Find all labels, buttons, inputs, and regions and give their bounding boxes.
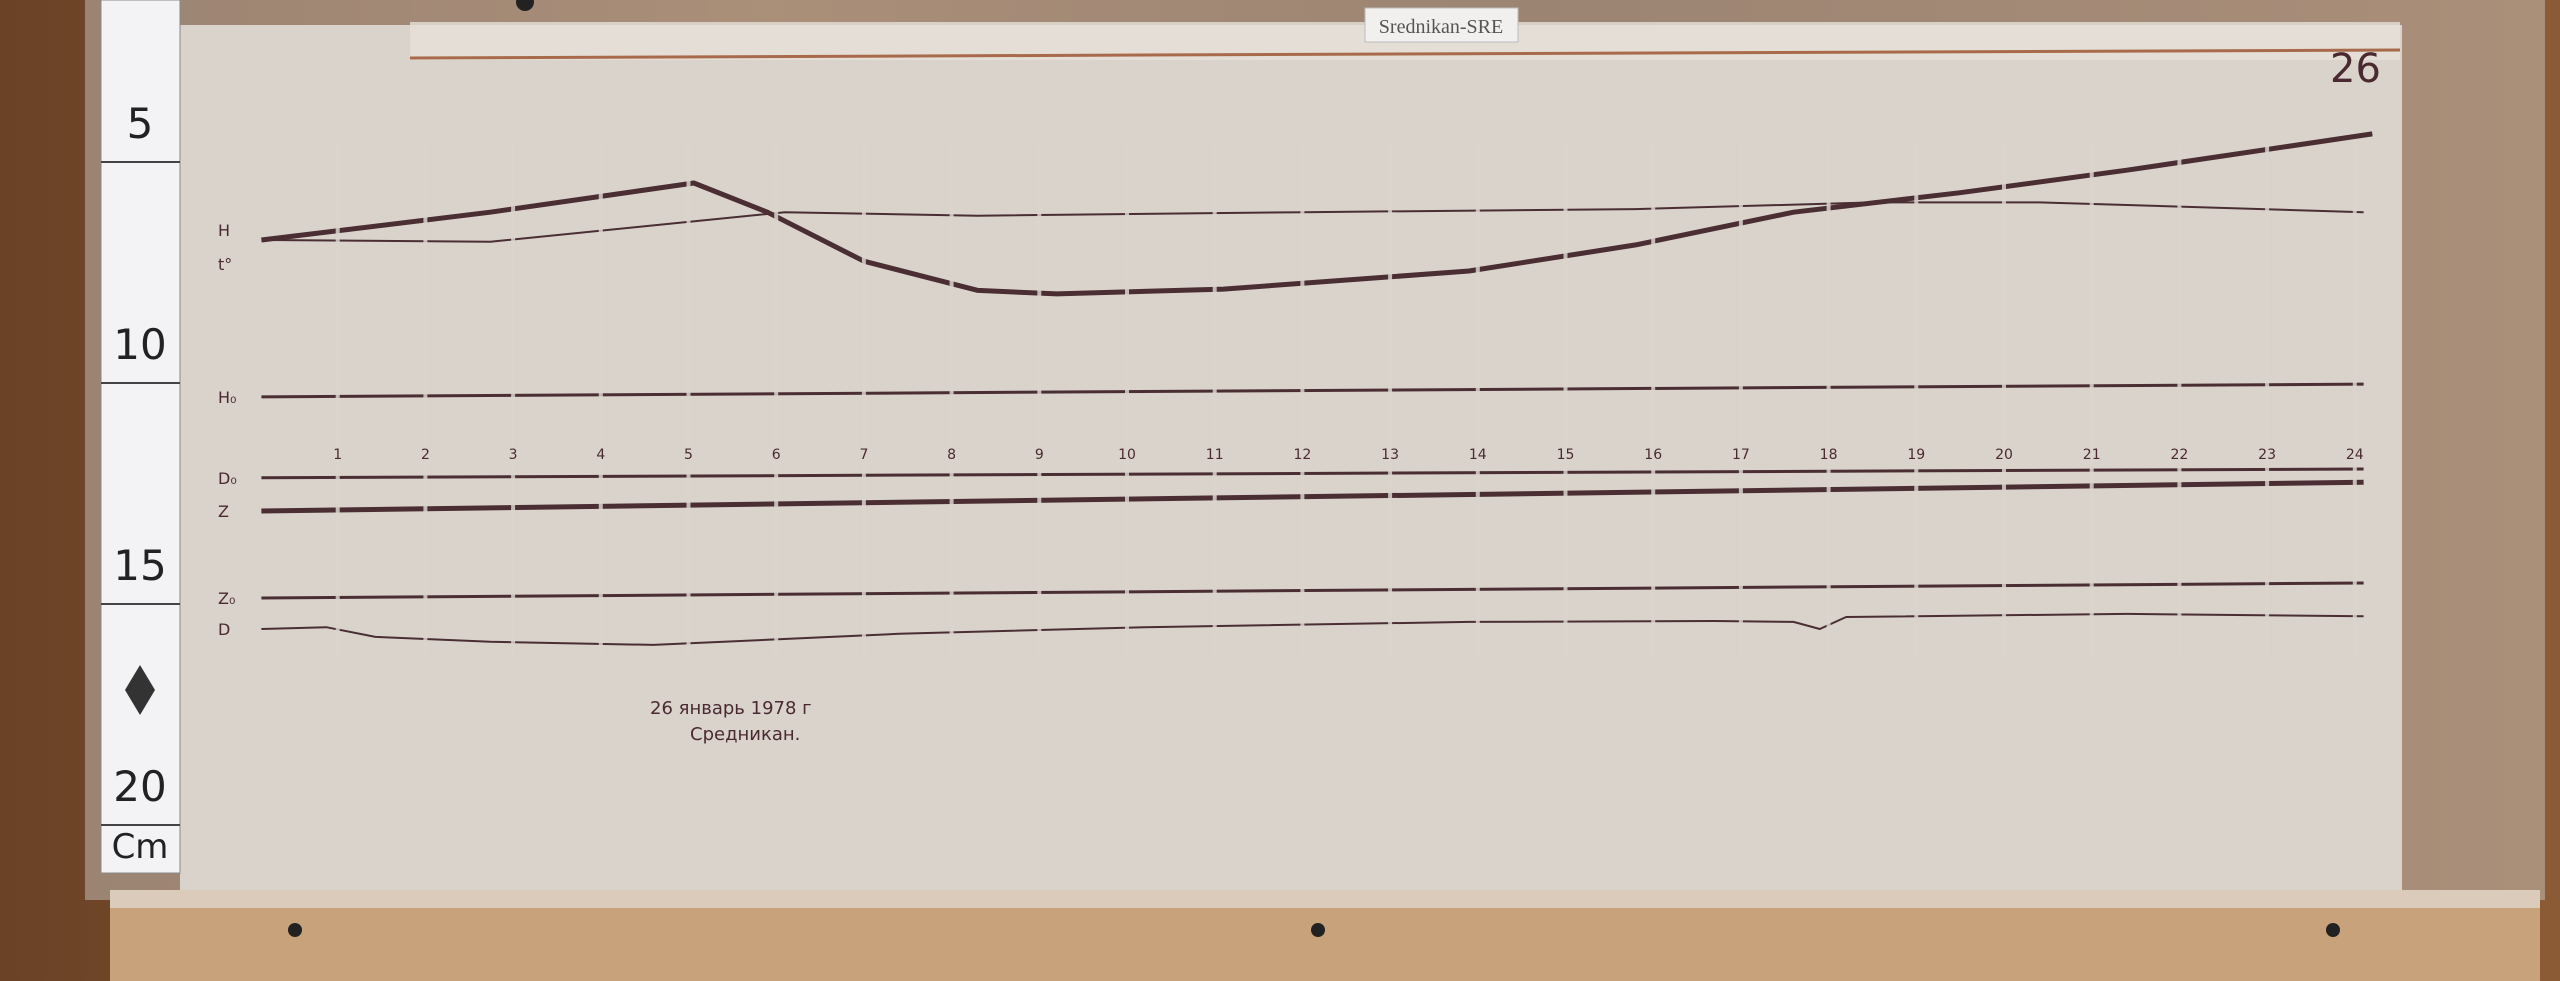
hour-label: 18	[1820, 447, 1838, 463]
ruler-unit: Cm	[112, 827, 169, 867]
hour-label: 13	[1381, 447, 1399, 463]
traces	[261, 131, 2373, 660]
hour-label: 11	[1206, 447, 1224, 463]
hour-label: 20	[1995, 447, 2013, 463]
trace-label: Z₀	[218, 589, 235, 608]
hour-label: 4	[596, 447, 605, 463]
hour-mark-gap	[686, 140, 691, 660]
hour-mark-gap	[774, 140, 779, 660]
hour-label: 7	[859, 447, 868, 463]
hour-label: 9	[1035, 447, 1044, 463]
hour-label: 16	[1644, 447, 1662, 463]
hour-label: 6	[772, 447, 781, 463]
hour-mark-gap	[861, 140, 866, 660]
hour-mark-gap	[2177, 140, 2182, 660]
hour-labels: 1 2 3 4 5 6 7 8 9 10 11 12 13 14 15 16 17 18 19 20 21 22 23 24	[333, 447, 2364, 463]
hour-label: 12	[1293, 447, 1311, 463]
trace-labels: Ht° H₀ D₀ Z Z₀ D	[218, 221, 237, 639]
screw-icon	[288, 923, 302, 937]
ruler-tick-label: 15	[113, 541, 166, 590]
hour-mark-gap	[1125, 140, 1129, 660]
ruler-diamond-icon	[125, 665, 155, 715]
hour-label: 14	[1469, 447, 1487, 463]
hour-mark-gap	[1212, 140, 1217, 660]
hour-mark-gap	[2089, 140, 2094, 660]
station-label-tag	[1364, 7, 1519, 43]
hour-label: 21	[2083, 447, 2101, 463]
cm-ruler	[100, 0, 181, 874]
station-label-text: Srednikan-SRE	[1379, 16, 1503, 38]
hour-label: 5	[684, 447, 693, 463]
hour-label: 8	[947, 447, 956, 463]
hour-mark-gap	[949, 140, 954, 660]
trace-label: H₀	[218, 388, 236, 407]
hour-mark-gap	[1475, 140, 1480, 660]
hour-label: 19	[1907, 447, 1925, 463]
hour-label: 23	[2258, 447, 2276, 463]
trace-4	[261, 479, 2364, 514]
sheet-number: 26	[2330, 46, 2381, 92]
trace-label: D₀	[218, 469, 237, 488]
trace-2	[261, 382, 2364, 399]
hour-mark-gap	[1037, 140, 1042, 660]
hour-mark-gap	[1914, 140, 1919, 660]
trace-1	[267, 201, 2364, 243]
hour-mark-gap	[1388, 140, 1393, 660]
trace-label: H	[218, 221, 230, 240]
annotation-station: Средникан.	[690, 724, 800, 745]
hour-mark-gap	[2352, 140, 2357, 660]
hour-mark-gap	[1738, 140, 1743, 660]
trace-5	[261, 581, 2364, 600]
hour-label: 22	[2170, 447, 2188, 463]
screw-icon	[2326, 923, 2340, 937]
ruler-tick-label: 5	[127, 99, 154, 148]
hour-mark-gap	[1651, 140, 1656, 660]
hour-label: 15	[1557, 447, 1575, 463]
hour-label: 2	[421, 447, 430, 463]
paper-sheet	[180, 25, 2402, 890]
hour-label: 1	[333, 447, 342, 463]
hour-mark-gap	[511, 140, 516, 660]
hour-mark-gap	[1300, 140, 1305, 660]
trace-0	[261, 131, 2373, 297]
hour-label: 10	[1118, 447, 1136, 463]
screw-icon	[516, 0, 534, 11]
hour-mark-gap	[423, 140, 428, 660]
hour-label: 17	[1732, 447, 1750, 463]
hour-label: 3	[509, 447, 518, 463]
hour-mark-gap	[1563, 140, 1568, 660]
hour-mark-gap	[335, 140, 340, 660]
hour-label: 24	[2346, 447, 2364, 463]
ruler-tick-label: 10	[113, 320, 166, 369]
hour-mark-gap	[1826, 140, 1831, 660]
hour-mark-gap	[598, 140, 603, 660]
hour-mark-gap	[2265, 140, 2270, 660]
trace-6	[261, 612, 2364, 646]
trace-3	[261, 467, 2364, 480]
hour-mark-gap	[2002, 140, 2006, 660]
screw-icon	[1311, 923, 1325, 937]
trace-label: D	[218, 620, 230, 639]
ruler-ticks: 5 10 15 20	[101, 99, 180, 826]
trace-label: Z	[218, 502, 229, 521]
ruler-tick-label: 20	[113, 762, 166, 811]
annotation-date: 26 январь 1978 г	[650, 698, 812, 719]
bottom-clip	[110, 890, 2540, 908]
top-clip-edge	[409, 48, 2401, 60]
trace-label: t°	[218, 255, 232, 274]
